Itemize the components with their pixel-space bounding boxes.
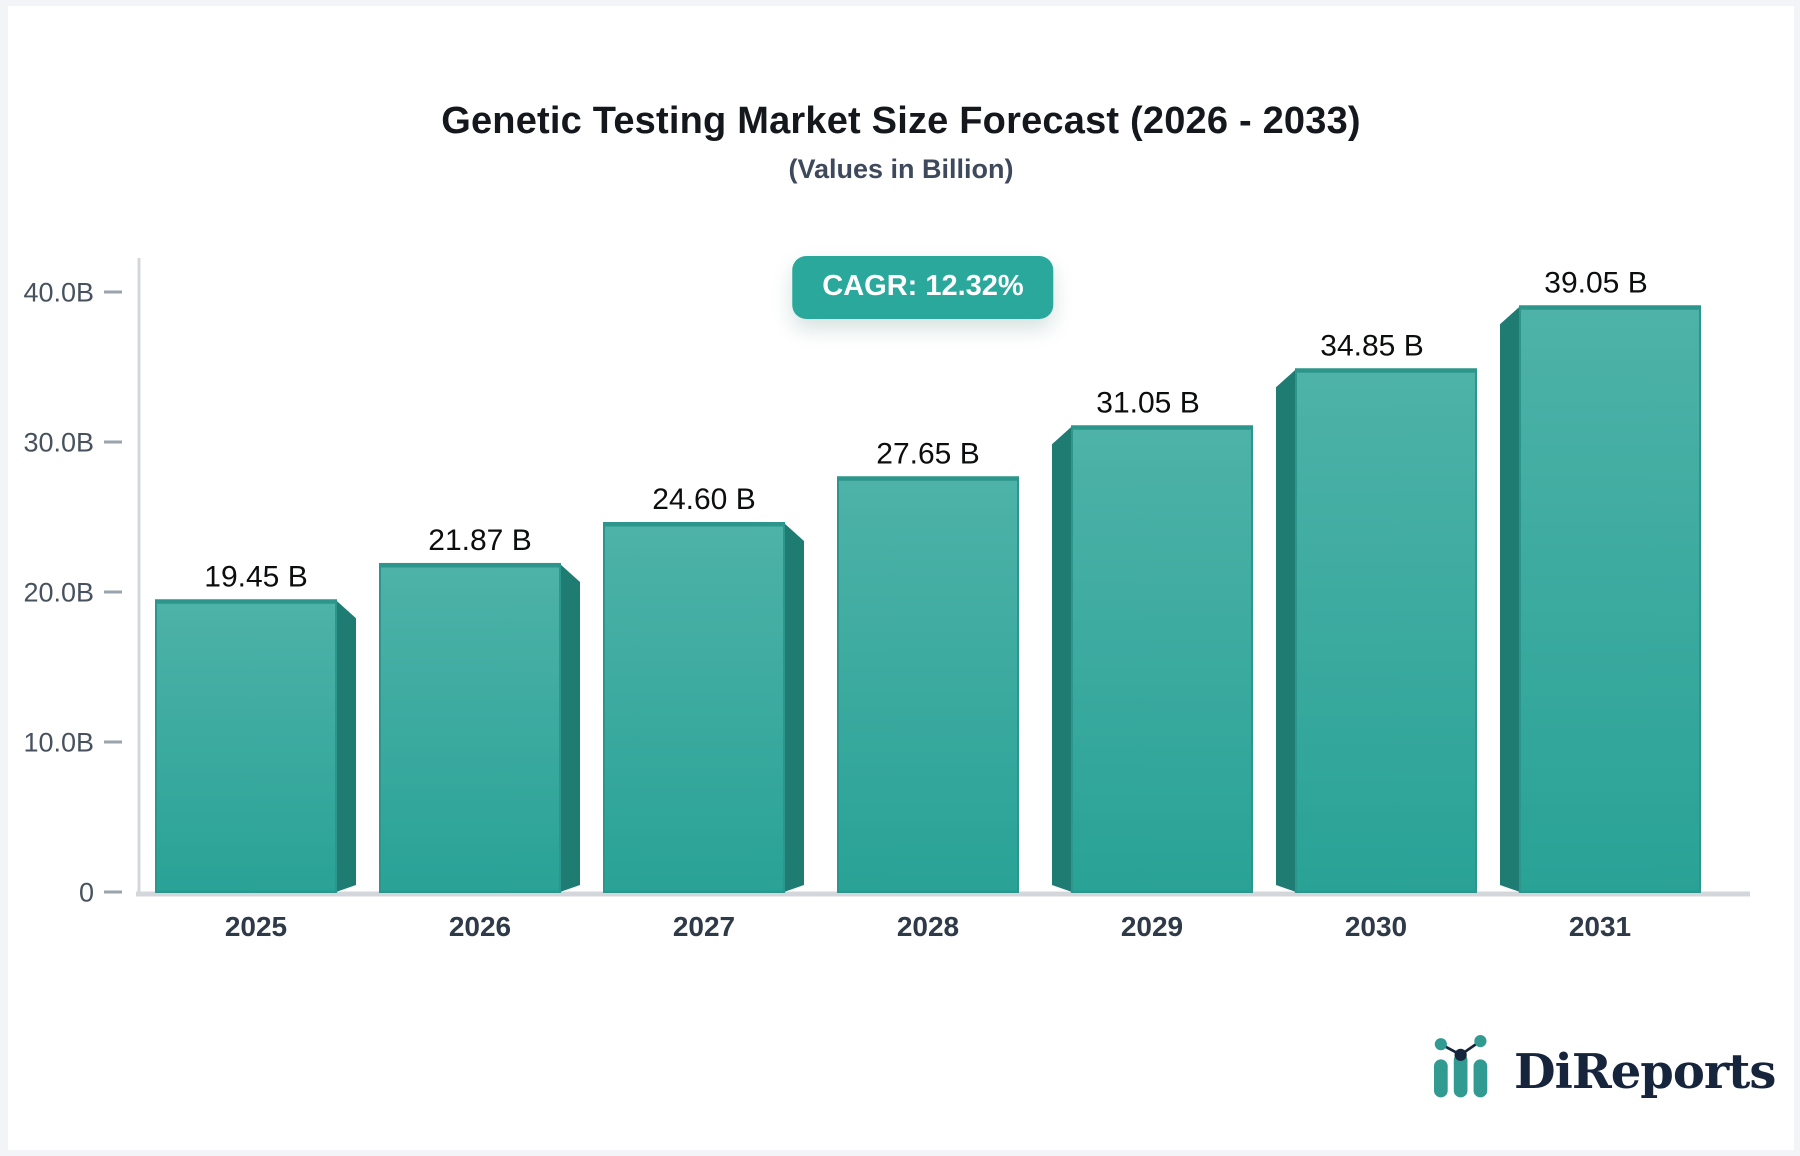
cagr-badge: CAGR: 12.32%: [792, 256, 1054, 319]
bar-value-label: 27.65 B: [876, 437, 979, 470]
bar-2026[interactable]: 21.87 B: [379, 524, 580, 893]
bar-2029[interactable]: 31.05 B: [1052, 386, 1253, 893]
x-tick-label: 2028: [897, 911, 959, 942]
x-tick-label: 2027: [673, 911, 735, 942]
bar-front-face: [1295, 368, 1477, 893]
bar-front-face: [1071, 425, 1253, 893]
bar-side-face: [1276, 369, 1296, 892]
chart-card: Genetic Testing Market Size Forecast (20…: [8, 6, 1794, 1150]
chart-title: Genetic Testing Market Size Forecast (20…: [441, 100, 1361, 142]
bar-front-face: [603, 522, 785, 893]
bar-front-face: [1519, 305, 1701, 893]
y-tick-label: 30.0B: [23, 427, 94, 457]
bar-side-face: [1500, 306, 1520, 892]
bar-value-label: 31.05 B: [1096, 386, 1199, 419]
x-tick-label: 2026: [449, 911, 511, 942]
bar-value-label: 19.45 B: [204, 560, 307, 593]
bar-2025[interactable]: 19.45 B: [155, 560, 356, 893]
x-tick-label: 2030: [1345, 911, 1407, 942]
bar-value-label: 39.05 B: [1544, 266, 1647, 299]
x-tick-label: 2025: [225, 911, 287, 942]
bar-side-face: [1052, 426, 1072, 892]
y-tick-label: 10.0B: [23, 727, 94, 757]
y-tick-label: 40.0B: [23, 277, 94, 307]
y-tick-label: 20.0B: [23, 577, 94, 607]
bar-value-label: 34.85 B: [1320, 329, 1423, 362]
bar-front-face: [379, 562, 561, 893]
bar-2028[interactable]: 27.65 B: [837, 437, 1019, 893]
bar-front-face: [837, 476, 1019, 893]
bar-value-label: 24.60 B: [652, 483, 755, 516]
bar-front-face: [155, 599, 337, 893]
x-tick-label: 2029: [1121, 911, 1183, 942]
chart-subtitle: (Values in Billion): [788, 154, 1014, 184]
bar-side-face: [560, 563, 580, 892]
brand-logo-text: DiReports: [1514, 1044, 1776, 1100]
bar-chart: 0 10.0B 20.0B 30.0B 40.0B 19.45 B 2025 21.87 B 2…: [23, 258, 1750, 942]
bar-sparkline-icon: [1434, 1035, 1488, 1098]
bar-2031[interactable]: 39.05 B: [1500, 266, 1701, 893]
bar-side-face: [336, 600, 356, 892]
bar-2027[interactable]: 24.60 B: [603, 483, 804, 893]
brand-logo: DiReports: [1434, 1034, 1776, 1100]
bar-2030[interactable]: 34.85 B: [1276, 329, 1477, 893]
x-tick-label: 2031: [1569, 911, 1631, 942]
bar-side-face: [784, 523, 804, 892]
y-tick-label: 0: [79, 877, 94, 907]
bar-value-label: 21.87 B: [428, 524, 531, 557]
